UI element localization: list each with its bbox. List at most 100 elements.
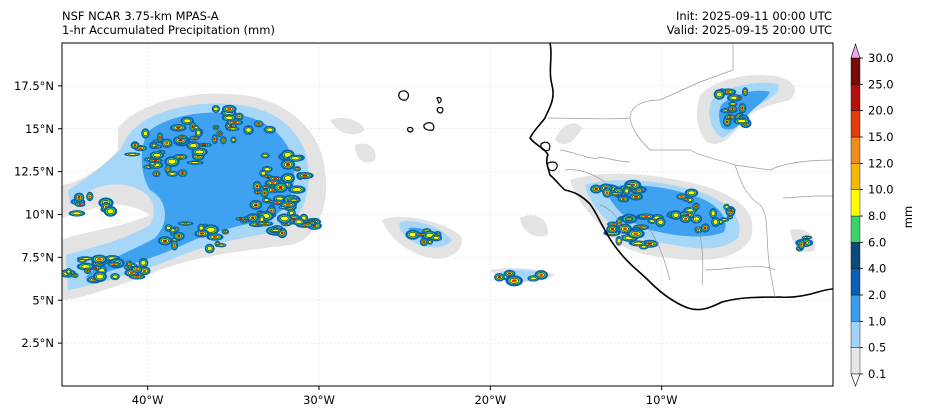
precip-cell — [272, 229, 280, 232]
precip-cell-core — [507, 272, 512, 275]
precip-cell-core — [163, 239, 167, 243]
field-name: 1-hr Accumulated Precipitation (mm) — [62, 23, 275, 37]
precip-cell — [153, 153, 161, 158]
coastlines — [398, 43, 833, 311]
precip-cell-core — [257, 122, 261, 125]
colorbar-block — [850, 189, 861, 217]
coastal-island — [546, 161, 558, 172]
precip-cell-core — [275, 201, 279, 204]
precip-cell — [151, 143, 157, 148]
precip-cell-core — [165, 141, 169, 145]
colorbar-block — [850, 84, 861, 111]
precip-cell — [106, 208, 115, 214]
lat-tick-label: 10°N — [25, 208, 54, 222]
precip-cell-core — [643, 215, 649, 218]
precip-cell-core — [153, 160, 158, 162]
precip-cell — [263, 198, 269, 202]
precip-cell-core — [731, 107, 734, 110]
lon-tick-label: 40°W — [132, 393, 164, 407]
precip-cell — [143, 130, 148, 137]
precip-cell-core — [212, 235, 218, 239]
longitude-labels: 40°W 30°W 20°W 10°W — [132, 393, 678, 407]
precip-cell — [433, 236, 440, 240]
precip-cell-core — [296, 168, 299, 170]
precip-cell-core — [738, 97, 741, 99]
precip-cell-core — [605, 191, 609, 195]
precip-cell — [66, 269, 71, 274]
precip-cell-core — [264, 186, 268, 188]
lon-tick-label: 30°W — [303, 393, 335, 407]
precip-cell-core — [88, 195, 91, 198]
precip-cell-core — [725, 90, 731, 93]
precip-cell — [140, 260, 147, 266]
precip-cell — [624, 188, 629, 194]
precip-cell — [183, 118, 191, 124]
precip-cell — [206, 227, 216, 233]
precip-cell-core — [181, 136, 184, 138]
lat-tick-label: 15°N — [25, 122, 54, 136]
precip-cell-core — [222, 139, 225, 142]
precip-cell-core — [77, 196, 81, 199]
precip-cell-core — [175, 126, 181, 129]
precip-cell — [262, 153, 268, 158]
precip-cell — [687, 190, 696, 196]
precip-cell-core — [73, 274, 76, 277]
precip-cell — [657, 219, 664, 225]
precip-cell-core — [285, 163, 290, 166]
precip-cell — [292, 187, 302, 192]
precip-cell — [166, 225, 171, 230]
precip-cell-core — [610, 227, 615, 231]
precip-cell — [150, 162, 155, 166]
precip-cell-core — [173, 243, 176, 247]
precip-cell-core — [93, 266, 98, 269]
precip-cell-core — [232, 121, 238, 124]
colorbar-tick-label: 0.1 — [868, 367, 886, 381]
precip-cell-core — [218, 132, 221, 135]
precip-cell-core — [178, 156, 183, 158]
precip-cell — [710, 210, 716, 216]
precip-cell — [231, 138, 236, 142]
precip-cell-core — [256, 191, 259, 193]
precip-cell-core — [680, 195, 684, 198]
precip-cell-core — [273, 177, 278, 180]
colorbar-tick-labels: 0.1 0.5 1.0 2.0 4.0 6.0 8.0 10.0 12.0 15.0 20.0 25.… — [860, 51, 894, 381]
axis-ticks — [58, 85, 663, 390]
colorbar-tick-label: 15.0 — [868, 130, 894, 144]
precip-cell — [195, 149, 204, 155]
precip-cell — [196, 130, 201, 136]
precip-cell — [96, 273, 104, 280]
precip-cell-core — [285, 203, 291, 206]
precip-cell-core — [278, 185, 283, 189]
precip-cell-core — [129, 271, 134, 275]
precip-cell — [280, 215, 289, 222]
colorbar-block — [850, 268, 861, 296]
colorbar-blocks — [850, 43, 861, 387]
precip-cell-core — [280, 231, 284, 235]
map-times: Init: 2025-09-11 00:00 UTC Valid: 2025-0… — [667, 9, 832, 37]
precip-cell-core — [251, 216, 255, 219]
precip-cell-core — [627, 218, 631, 220]
precip-cell-core — [302, 224, 308, 226]
precip-cell-core — [270, 181, 275, 184]
precip-cell-core — [177, 234, 181, 238]
precip-cell-core — [142, 269, 147, 273]
colorbar-block — [850, 347, 861, 375]
precip-cell — [290, 198, 298, 202]
precip-cell — [716, 91, 723, 98]
african-coastline — [529, 43, 833, 311]
precip-cell-core — [419, 234, 423, 236]
colorbar-tick-label: 20.0 — [868, 104, 894, 118]
colorbar-block — [850, 136, 861, 164]
precip-cell — [264, 167, 271, 172]
precip-cell-core — [302, 174, 308, 177]
precip-cell — [194, 126, 198, 130]
precip-cell — [72, 211, 82, 216]
precip-cell-core — [634, 195, 638, 198]
precip-cell — [428, 240, 432, 244]
colorbar-tick-label: 4.0 — [868, 262, 886, 276]
colorbar-tick-label: 12.0 — [868, 156, 894, 170]
colorbar-block — [850, 321, 861, 348]
precip-cell — [284, 175, 292, 181]
precip-cell-core — [214, 126, 217, 129]
